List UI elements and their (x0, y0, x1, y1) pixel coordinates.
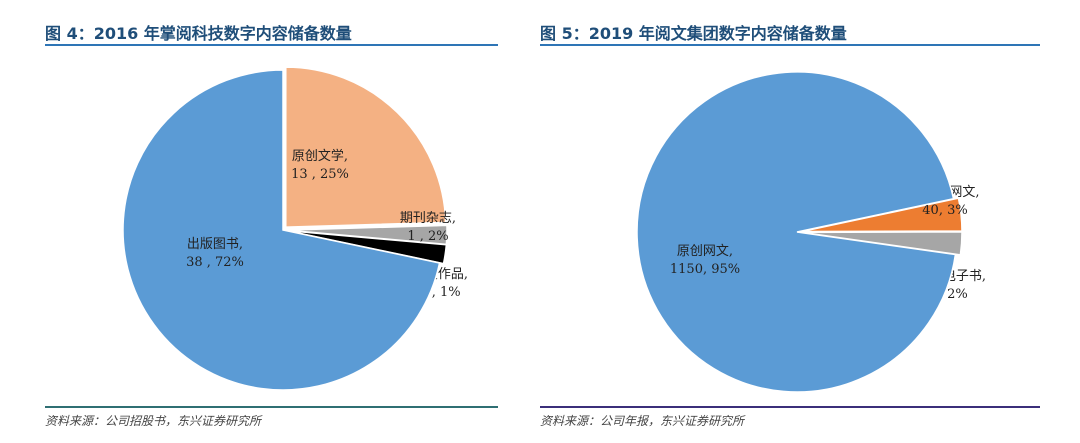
title-rule-2 (540, 44, 1040, 46)
title-rule-1 (45, 44, 498, 46)
slice-name-label: 出版图书, (187, 237, 243, 252)
source-note-1: 资料来源：公司招股书，东兴证券研究所 (45, 414, 262, 428)
slice-value-label: 1 , 2% (407, 229, 448, 244)
slice-value-label: 1150, 95% (670, 262, 740, 277)
chart-title-1: 图 4：2016 年掌阅科技数字内容储备数量 (45, 24, 352, 43)
source-rule-1 (45, 406, 498, 408)
chart-title-2: 图 5：2019 年阅文集团数字内容储备数量 (540, 24, 847, 43)
pie-slice-0-3 (122, 69, 441, 391)
slice-value-label: 40, 3% (922, 203, 967, 218)
slice-name-label: 原创网文, (677, 244, 733, 259)
slice-value-label: 13 , 25% (291, 167, 349, 182)
source-note-2: 资料来源：公司年报，东兴证券研究所 (540, 414, 745, 428)
pie-slice-0-0 (285, 66, 447, 228)
pie-slice-1-2 (636, 71, 957, 393)
slice-name-label: 原创文学, (292, 148, 348, 164)
source-rule-2 (540, 406, 1040, 408)
slice-name-label: 期刊杂志, (400, 211, 456, 226)
slice-value-label: 38 , 72% (186, 255, 244, 270)
